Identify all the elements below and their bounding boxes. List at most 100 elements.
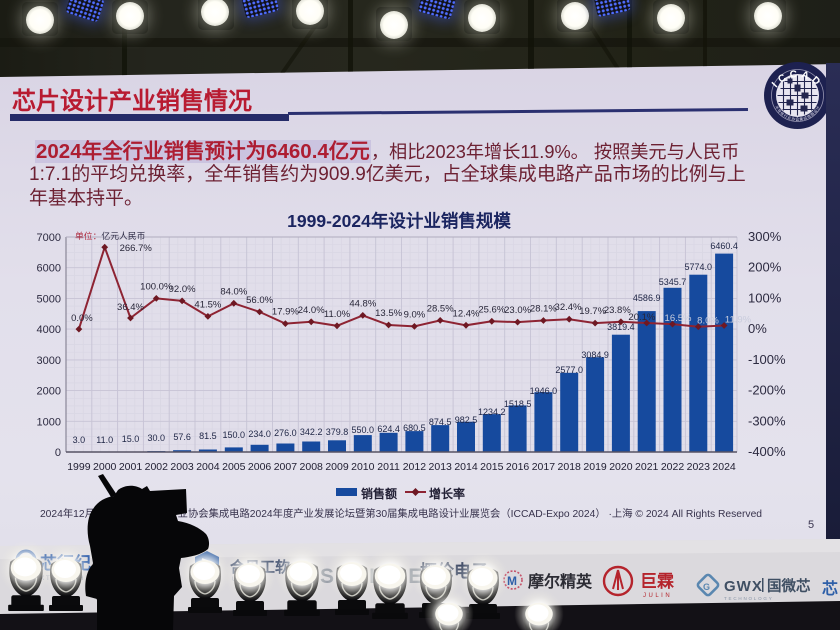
svg-text:57.6: 57.6 <box>173 432 191 442</box>
svg-text:24.0%: 24.0% <box>298 305 325 316</box>
svg-text:-400%: -400% <box>748 444 786 459</box>
svg-text:5: 5 <box>808 519 814 531</box>
svg-text:11.9%: 11.9% <box>725 315 752 326</box>
svg-text:2017: 2017 <box>532 461 556 473</box>
svg-text:2007: 2007 <box>274 461 298 473</box>
svg-text:2012: 2012 <box>403 461 427 473</box>
svg-text:100%: 100% <box>748 290 782 305</box>
svg-text:1946.0: 1946.0 <box>530 386 558 396</box>
svg-text:2002: 2002 <box>145 461 169 473</box>
svg-text:276.0: 276.0 <box>274 428 297 438</box>
svg-text:巨霖: 巨霖 <box>640 572 674 591</box>
svg-text:1999-2024年设计业销售规模: 1999-2024年设计业销售规模 <box>287 211 511 231</box>
svg-text:624.4: 624.4 <box>377 424 400 434</box>
svg-text:44.8%: 44.8% <box>349 298 376 309</box>
svg-text:2003: 2003 <box>170 461 194 473</box>
svg-text:5000: 5000 <box>37 293 61 305</box>
svg-text:0: 0 <box>55 447 61 459</box>
svg-text:2000: 2000 <box>93 461 117 473</box>
svg-text:342.2: 342.2 <box>300 427 323 437</box>
svg-text:2018: 2018 <box>558 461 582 473</box>
svg-text:680.5: 680.5 <box>403 423 426 433</box>
svg-text:2001: 2001 <box>119 461 143 473</box>
svg-text:56.0%: 56.0% <box>246 295 273 306</box>
svg-text:150.0: 150.0 <box>223 430 246 440</box>
svg-text:G: G <box>703 582 710 592</box>
svg-text:25.6%: 25.6% <box>478 304 505 315</box>
svg-text:19.7%: 19.7% <box>579 306 606 317</box>
svg-text:3.0: 3.0 <box>73 435 86 445</box>
svg-text:32.4%: 32.4% <box>555 302 582 313</box>
svg-text:12.4%: 12.4% <box>453 308 480 319</box>
svg-text:81.5: 81.5 <box>199 431 217 441</box>
svg-text:8.0%: 8.0% <box>697 316 719 327</box>
svg-text:3819.4: 3819.4 <box>607 322 635 332</box>
svg-text:13.5%: 13.5% <box>375 308 402 319</box>
svg-text:TECHNOLOGY: TECHNOLOGY <box>724 596 774 601</box>
svg-text:2020: 2020 <box>609 461 633 473</box>
svg-text:2004: 2004 <box>196 461 220 473</box>
svg-text:266.7%: 266.7% <box>120 243 153 254</box>
svg-text:23.8%: 23.8% <box>604 305 631 316</box>
svg-text:增长率: 增长率 <box>429 486 465 501</box>
svg-text:国微芯: 国微芯 <box>767 577 811 595</box>
svg-text:1000: 1000 <box>37 416 61 428</box>
svg-text:2010: 2010 <box>351 461 375 473</box>
svg-text:M: M <box>507 574 517 588</box>
svg-text:100.0%: 100.0% <box>140 281 173 292</box>
svg-text:2015: 2015 <box>480 461 504 473</box>
svg-text:销售额: 销售额 <box>361 486 397 501</box>
svg-text:300%: 300% <box>748 229 782 244</box>
svg-text:20.1%: 20.1% <box>628 312 655 323</box>
svg-text:4586.9: 4586.9 <box>633 293 661 303</box>
svg-text:芯: 芯 <box>822 579 838 598</box>
svg-text:0%: 0% <box>748 321 767 336</box>
svg-text:摩尔精英: 摩尔精英 <box>528 572 593 591</box>
svg-text:2024年12月11日中国半导体行业协会集成电路2024年度: 2024年12月11日中国半导体行业协会集成电路2024年度产业发展论坛暨第30… <box>40 507 762 520</box>
svg-text:23.0%: 23.0% <box>504 305 531 316</box>
svg-text:6000: 6000 <box>37 263 61 275</box>
svg-text:4000: 4000 <box>37 324 61 336</box>
svg-text:28.5%: 28.5% <box>427 303 454 314</box>
svg-text:2019: 2019 <box>583 461 607 473</box>
svg-text:1518.5: 1518.5 <box>504 399 532 409</box>
svg-text:550.0: 550.0 <box>352 425 375 435</box>
svg-text:9.0%: 9.0% <box>404 309 426 320</box>
svg-text:3000: 3000 <box>37 355 61 367</box>
svg-text:17.9%: 17.9% <box>272 307 299 318</box>
svg-text:234.0: 234.0 <box>248 429 271 439</box>
svg-text:11.0%: 11.0% <box>324 309 351 320</box>
svg-text:5774.0: 5774.0 <box>685 262 713 272</box>
svg-text:2005: 2005 <box>222 461 246 473</box>
svg-text:2023: 2023 <box>687 461 711 473</box>
svg-text:6460.4: 6460.4 <box>710 241 738 251</box>
svg-text:28.1%: 28.1% <box>530 304 557 315</box>
svg-text:1999: 1999 <box>67 461 91 473</box>
svg-text:36.4%: 36.4% <box>117 302 144 313</box>
svg-text:2000: 2000 <box>37 386 61 398</box>
svg-text:2016: 2016 <box>506 461 530 473</box>
svg-text:2006: 2006 <box>248 461 272 473</box>
svg-text:874.5: 874.5 <box>429 417 452 427</box>
svg-text:200%: 200% <box>748 260 782 275</box>
svg-text:单位：亿元人民币: 单位：亿元人民币 <box>75 230 146 241</box>
svg-text:2008: 2008 <box>300 461 324 473</box>
svg-text:-300%: -300% <box>748 413 786 428</box>
svg-text:JULIN: JULIN <box>643 593 672 599</box>
svg-text:0.0%: 0.0% <box>71 313 93 324</box>
svg-text:41.5%: 41.5% <box>194 299 221 310</box>
svg-text:2013: 2013 <box>429 461 453 473</box>
svg-text:2021: 2021 <box>635 461 659 473</box>
svg-text:-100%: -100% <box>748 352 786 367</box>
svg-text:2022: 2022 <box>661 461 685 473</box>
svg-text:7000: 7000 <box>37 232 61 244</box>
svg-text:2011: 2011 <box>377 461 400 473</box>
svg-text:379.8: 379.8 <box>326 427 349 437</box>
svg-text:3084.9: 3084.9 <box>581 350 609 360</box>
svg-text:92.0%: 92.0% <box>169 284 196 295</box>
svg-text:15.0: 15.0 <box>122 434 140 444</box>
svg-text:2009: 2009 <box>325 461 349 473</box>
svg-text:982.5: 982.5 <box>455 415 478 425</box>
svg-text:5345.7: 5345.7 <box>659 277 687 287</box>
svg-text:-200%: -200% <box>748 383 786 398</box>
